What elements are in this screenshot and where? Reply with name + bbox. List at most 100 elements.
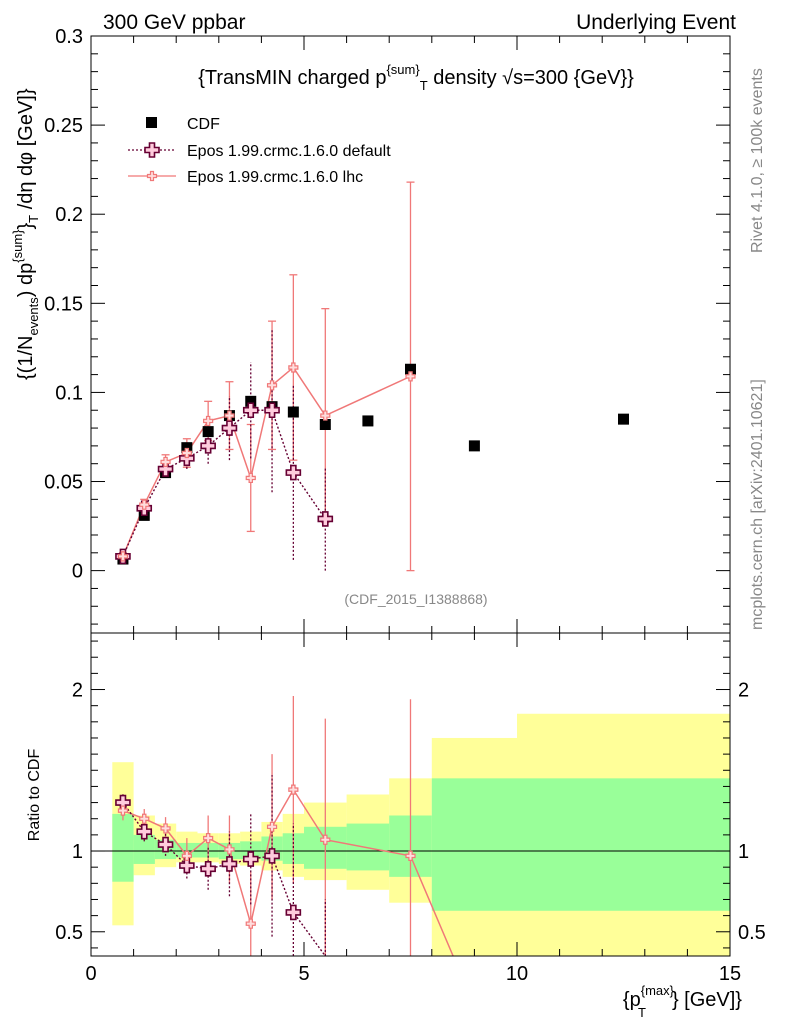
ratio-ytick-label-right: 1: [738, 841, 749, 863]
lhc-point: [288, 362, 299, 373]
ratio-lhc-point: [117, 805, 129, 816]
main-ytick-label: 0.25: [44, 115, 83, 137]
band-green: [240, 841, 262, 860]
default-point: [242, 402, 259, 419]
ratio-lhc-point: [203, 833, 214, 844]
main-ytick-label: 0.05: [44, 472, 83, 494]
ratio-default-point: [264, 848, 280, 864]
lhc-point: [203, 415, 214, 427]
legend-default-label: Epos 1.99.crmc.1.6.0 default: [187, 143, 391, 160]
lhc-point: [245, 472, 256, 484]
ratio-default-point: [221, 856, 238, 872]
main-ytick-label: 0.2: [55, 204, 83, 226]
cdf-point: [405, 363, 416, 375]
main-ytick-label: 0.3: [55, 26, 83, 48]
legend-lhc-label: Epos 1.99.crmc.1.6.0 lhc: [187, 169, 363, 186]
legend-lhc-marker: [146, 170, 158, 182]
legend: CDF Epos 1.99.crmc.1.6.0 default Epos 1.…: [128, 116, 391, 186]
ylabel-part-a: {(1/N: [15, 336, 37, 380]
xlabel-sup: {max}: [641, 983, 675, 998]
cdf-point: [468, 440, 480, 452]
cdf-point: [287, 406, 299, 418]
ratio-ytick-label: 1: [72, 841, 83, 863]
ratio-default-point: [285, 904, 302, 921]
ratio-lhc-point: [224, 844, 235, 855]
default-point: [179, 450, 195, 467]
ylabel-sub2: T: [26, 215, 41, 223]
ratio-xlabel: {p{max} T } [GeV]}: [623, 983, 742, 1020]
ratio-default-point: [136, 823, 153, 840]
ratio-ytick-label-right: 0.5: [738, 922, 766, 944]
mcplots-label: mcplots.cern.ch [arXiv:2401.10621]: [749, 379, 766, 630]
main-ytick-label: 0.1: [55, 382, 83, 404]
ratio-lhc-point: [288, 784, 299, 795]
rivet-label: Rivet 4.1.0, ≥ 100k events: [749, 68, 766, 253]
ratio-lhc-point: [266, 821, 278, 832]
default-point: [317, 511, 334, 527]
ratio-default-point: [200, 860, 216, 877]
ratio-default-point: [242, 851, 259, 867]
title-sqrt: √: [502, 67, 513, 89]
cdf-point: [362, 415, 374, 427]
band-green: [112, 813, 134, 882]
legend-cdf-marker: [146, 117, 157, 128]
title-part-c: s=300 {GeV}}: [513, 67, 634, 89]
ratio-ytick-label-right: 2: [738, 680, 749, 702]
lhc-point: [160, 456, 171, 468]
ratio-ytick-label: 2: [72, 680, 83, 702]
default-point: [157, 461, 174, 477]
ratio-default-point: [179, 857, 195, 874]
cdf-point: [202, 426, 214, 438]
lhc-point: [405, 371, 416, 382]
band-green: [431, 778, 517, 911]
main-ytick-label: 0: [72, 561, 83, 583]
title-part-a: {TransMIN charged p: [198, 67, 386, 89]
ratio-xtick-label: 10: [506, 963, 528, 985]
cdf-point: [319, 418, 331, 430]
ratio-default-line: [122, 802, 326, 957]
cdf-point: [618, 413, 629, 425]
default-point: [221, 420, 238, 436]
lhc-point: [117, 551, 129, 562]
ratio-lhc-point: [245, 918, 256, 929]
analysis-id: (CDF_2015_I1388868): [344, 591, 487, 607]
xlabel-part-a: {p: [623, 989, 641, 1011]
main-ylabel: {(1/Nevents) dp{sum}}T /dη dφ [GeV]}: [10, 88, 41, 380]
legend-cdf-label: CDF: [187, 116, 220, 133]
default-point: [285, 464, 302, 481]
ratio-xtick-label: 5: [298, 963, 309, 985]
ylabel-sub1: events: [26, 297, 41, 336]
header-left: 300 GeV ppbar: [103, 11, 245, 34]
cdf-point: [181, 442, 193, 454]
ratio-frame: [90, 632, 731, 957]
ratio-default-point: [157, 836, 174, 853]
ylabel-sup: {sum}: [10, 229, 25, 263]
ratio-lhc-point: [139, 813, 150, 824]
ratio-xtick-label: 15: [719, 963, 741, 985]
ylabel-part-b: ) dp: [15, 263, 37, 297]
main-panel: 0 0.05 0.1 0.15 0.2 0.25 0.3 {TransMIN charged…: [10, 26, 731, 634]
band-green: [346, 823, 390, 871]
xlabel-sub: T: [638, 1005, 646, 1020]
lhc-point: [266, 380, 278, 391]
ratio-panel: 0.5 0.5 1 1 2 2 0 5 10 15 Ratio to CDF {p{max} T} …: [26, 632, 766, 1020]
xlabel-part-b: } [GeV]}: [672, 989, 742, 1011]
ratio-lhc-point: [160, 823, 171, 834]
ratio-ytick-label: 0.5: [55, 922, 83, 944]
default-point: [200, 438, 216, 454]
legend-default-marker: [144, 142, 160, 158]
default-line: [122, 409, 326, 557]
ratio-xtick-label: 0: [85, 963, 96, 985]
ylabel-part-c: }: [15, 223, 37, 230]
ylabel-part-d: /dη dφ [GeV]}: [15, 88, 37, 215]
title-sup: {sum}: [386, 62, 420, 77]
lhc-point: [224, 410, 235, 421]
ratio-lhc-point: [320, 834, 331, 845]
lhc-point: [320, 410, 331, 421]
band-green: [517, 778, 730, 911]
lhc-point: [181, 447, 192, 459]
lhc-point: [139, 499, 150, 510]
header-right: Underlying Event: [576, 11, 736, 34]
title-part-b: density: [428, 67, 502, 89]
